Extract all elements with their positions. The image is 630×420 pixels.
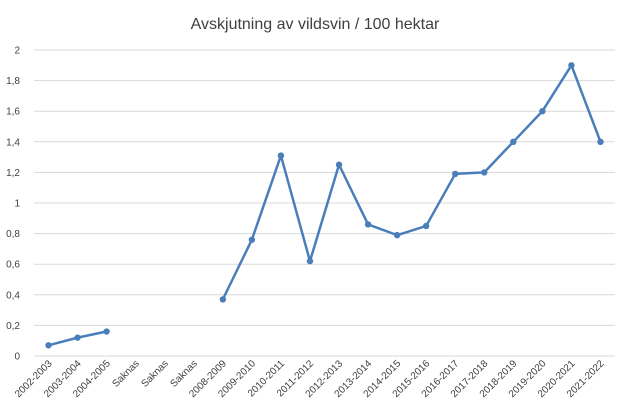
chart-title: Avskjutning av vildsvin / 100 hektar	[191, 16, 440, 33]
data-point	[364, 221, 372, 228]
series-points	[45, 62, 604, 349]
data-point	[539, 108, 546, 115]
y-tick-label: 0,2	[6, 321, 20, 332]
data-point	[422, 222, 430, 230]
data-point	[452, 170, 459, 178]
y-tick-label: 1,2	[6, 168, 20, 179]
data-point	[393, 231, 401, 239]
data-point	[45, 342, 52, 349]
y-tick-label: 0,6	[6, 260, 20, 271]
data-point	[219, 296, 227, 303]
x-axis-ticks: 2002-20032003-20042004-2005SaknasSaknasS…	[13, 358, 607, 400]
y-tick-label: 1,6	[6, 107, 20, 118]
y-tick-label: 1,4	[6, 137, 20, 148]
x-tick-label: Saknas	[139, 358, 170, 389]
data-point	[103, 328, 110, 335]
y-tick-label: 2	[14, 46, 20, 57]
y-tick-label: 0,8	[6, 229, 20, 240]
y-tick-label: 0	[14, 352, 20, 363]
data-point	[335, 161, 343, 168]
series-line	[221, 64, 602, 300]
data-point	[568, 62, 575, 69]
y-tick-label: 1	[14, 199, 20, 210]
y-tick-label: 0,4	[6, 290, 20, 301]
data-point	[481, 169, 488, 176]
data-point	[510, 138, 517, 145]
data-point	[248, 236, 256, 243]
gridlines	[34, 49, 615, 357]
x-tick-label: Saknas	[110, 358, 141, 389]
y-tick-label: 1,8	[6, 76, 20, 87]
y-axis-ticks: 0 0,2 0,4 0,6 0,8 1 1,2 1,4 1,6 1,8 2	[6, 46, 20, 363]
series-lines	[48, 64, 602, 347]
data-point	[306, 257, 314, 265]
data-point	[597, 138, 604, 145]
data-point	[74, 334, 81, 341]
data-point	[277, 152, 285, 159]
